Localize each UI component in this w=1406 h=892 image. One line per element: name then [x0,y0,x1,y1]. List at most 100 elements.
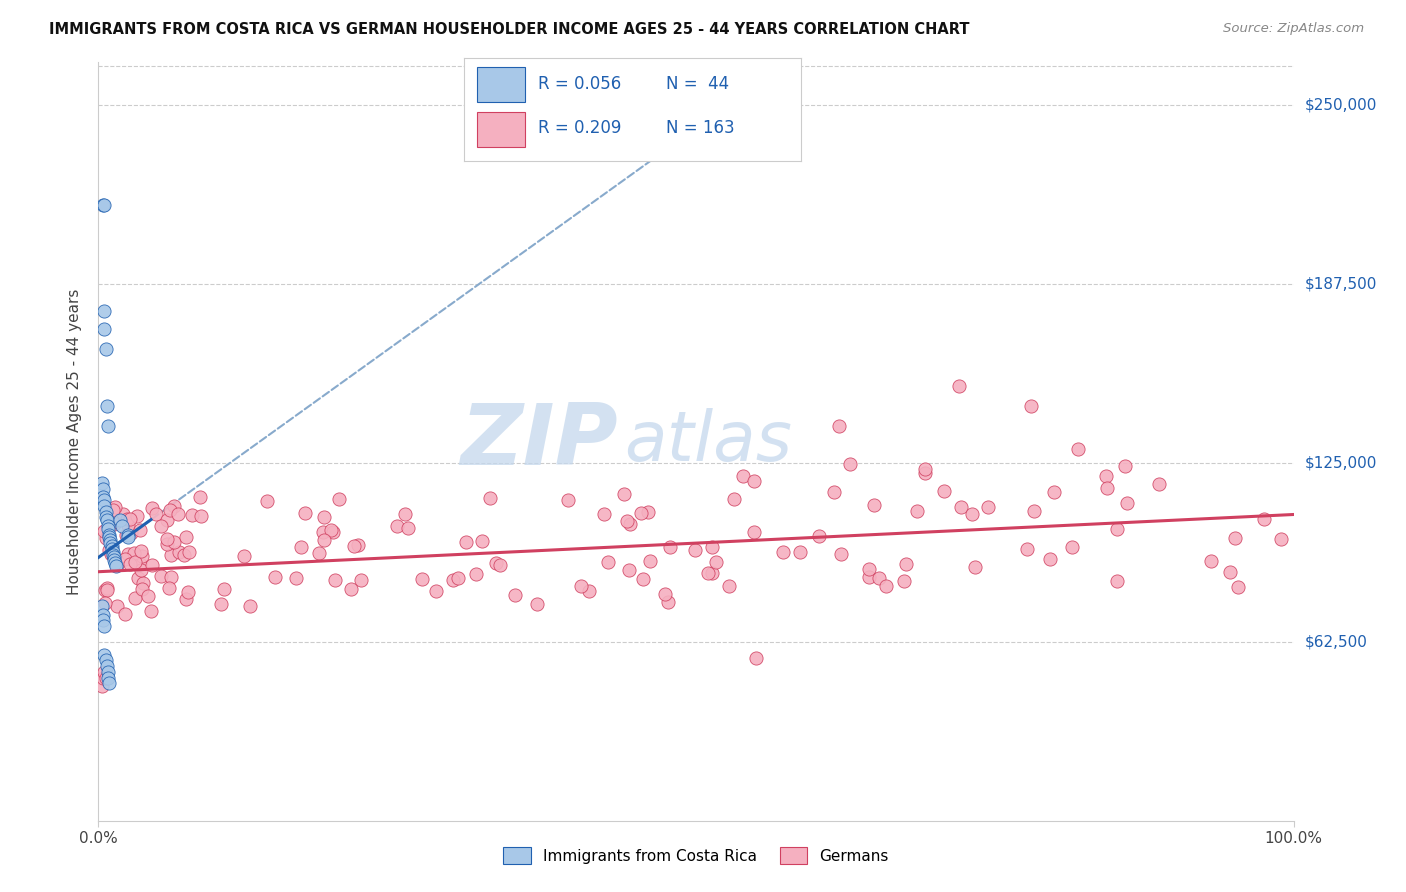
Point [115,511,138,525]
Point [396,521,419,535]
Point [124,555,146,569]
Point [160,548,183,562]
Point [91,671,114,685]
Point [163,500,186,514]
Point [950,500,973,514]
Point [145,508,167,522]
Text: $187,500: $187,500 [1305,277,1376,292]
Point [914,462,936,476]
Point [177,585,200,599]
Point [125,508,148,523]
Point [233,549,256,563]
Point [112,507,135,521]
Point [526,597,548,611]
Point [105,558,128,573]
Point [1199,554,1222,568]
Point [131,549,153,564]
Point [118,557,141,571]
Point [117,530,139,544]
Point [1039,552,1062,566]
Point [127,571,149,585]
Point [1019,399,1042,413]
Point [93,304,115,318]
Y-axis label: Householder Income Ages 25 - 44 years: Householder Income Ages 25 - 44 years [67,288,83,595]
Point [700,541,723,555]
Point [960,507,983,521]
Point [830,547,852,561]
Point [93,619,115,633]
Point [180,508,202,522]
Point [163,535,186,549]
Text: $125,000: $125,000 [1305,456,1376,470]
Point [1227,580,1250,594]
Point [1223,531,1246,545]
Point [464,566,486,581]
Point [94,342,117,356]
Point [149,569,172,583]
Point [349,573,371,587]
Point [896,557,918,571]
Text: $62,500: $62,500 [1305,634,1368,649]
Point [823,484,845,499]
Point [114,607,136,621]
Point [166,507,188,521]
Point [340,582,363,596]
Point [471,534,494,549]
Point [94,653,117,667]
Point [91,198,114,212]
Point [94,671,117,685]
Point [136,589,159,603]
Point [103,503,125,517]
Point [742,474,765,488]
Point [131,582,153,596]
Point [828,418,851,433]
Point [97,671,120,685]
Point [1095,469,1118,483]
Point [93,665,115,679]
Point [98,533,122,548]
Point [131,544,153,558]
Point [94,505,117,519]
Point [290,540,312,554]
Point [454,535,477,549]
Point [93,198,115,212]
Point [100,539,122,553]
Point [863,499,886,513]
Point [98,530,121,544]
Point [745,650,768,665]
Point [97,522,120,536]
Point [619,516,641,531]
Point [176,530,198,544]
Point [503,588,526,602]
Point [1270,532,1292,546]
Point [858,562,880,576]
Point [1114,459,1136,474]
Point [578,583,600,598]
FancyBboxPatch shape [478,112,524,147]
Point [312,524,335,539]
Point [94,582,117,597]
Point [394,507,416,521]
Point [447,571,470,585]
Point [141,501,163,516]
Point [100,547,122,561]
Point [156,532,179,546]
Point [104,500,127,515]
Point [91,613,114,627]
Point [98,676,121,690]
Point [93,321,115,335]
Point [94,596,117,610]
Point [1107,574,1129,589]
Point [209,597,232,611]
Point [411,572,433,586]
Point [157,582,180,596]
Point [488,558,510,573]
Point [1253,511,1275,525]
Point [141,604,163,618]
Point [91,607,114,622]
Point [478,491,501,505]
Point [91,476,114,491]
Point [441,573,464,587]
Point [96,399,118,413]
Point [115,528,138,542]
